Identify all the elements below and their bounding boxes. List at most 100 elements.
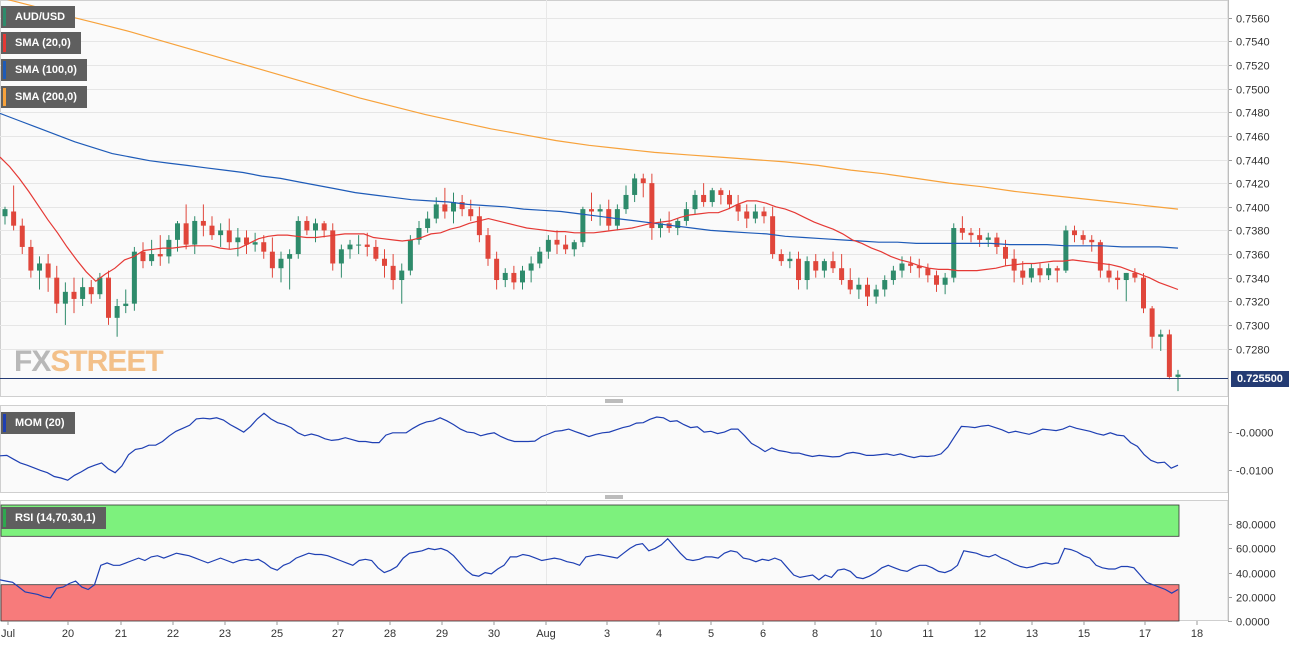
y-tick-label: 0.7280 <box>1236 345 1270 357</box>
candle-body <box>589 209 594 212</box>
candle-body <box>1003 246 1008 259</box>
candle-body <box>640 178 646 184</box>
candle-body <box>175 223 180 240</box>
legend-swatch-sma20 <box>3 34 6 52</box>
candle-body <box>571 242 577 250</box>
x-tick-label: 23 <box>219 628 231 640</box>
x-tick-label: 17 <box>1139 628 1151 640</box>
x-tick-label: 12 <box>974 628 986 640</box>
momentum-line <box>0 412 1179 481</box>
candle-body <box>1141 277 1146 309</box>
rsi-panel <box>0 504 1180 622</box>
candle-body <box>761 211 767 217</box>
candle-body <box>934 275 939 285</box>
candle-body <box>1149 308 1155 337</box>
candle-body <box>796 258 801 281</box>
legend-swatch-sma100 <box>3 61 6 79</box>
candle-body <box>140 251 146 262</box>
legend-sma20[interactable]: SMA (20,0) <box>1 32 81 54</box>
candle-body <box>373 246 379 259</box>
candle-body <box>554 239 560 245</box>
legend-label-audusd: AUD/USD <box>15 11 66 23</box>
candle-body <box>890 270 896 281</box>
candle-body <box>1063 230 1069 271</box>
candle-body <box>899 263 905 271</box>
candle-body <box>916 265 922 269</box>
candle-body <box>278 258 284 269</box>
candle-body <box>19 225 25 247</box>
legend-sma200[interactable]: SMA (200,0) <box>1 86 87 108</box>
candle-body <box>882 280 888 290</box>
candle-body <box>1037 268 1043 276</box>
last-price-tag: 0.725500 <box>1231 370 1289 387</box>
candle-body <box>813 261 819 271</box>
x-tick-label: 8 <box>812 628 818 640</box>
x-tick-label: 27 <box>332 628 344 640</box>
rsi-y-tick-label: 60.0000 <box>1236 544 1276 556</box>
candle-body <box>62 291 68 304</box>
candle-body <box>545 239 551 252</box>
candle-body <box>744 211 750 219</box>
rsi-y-tick-label: 40.0000 <box>1236 569 1276 581</box>
candle-body <box>287 254 293 259</box>
candle-body <box>839 268 845 281</box>
mom-y-tick-label: -0.0000 <box>1236 428 1273 440</box>
x-tick-label: 28 <box>384 628 396 640</box>
legend-sma100[interactable]: SMA (100,0) <box>1 59 87 81</box>
rsi-oversold-zone <box>0 584 1180 622</box>
legend-label-sma20: SMA (20,0) <box>15 37 71 49</box>
sma100-line <box>0 112 1179 249</box>
legend-label-rsi: RSI (14,70,30,1) <box>15 512 96 524</box>
candle-body <box>88 287 94 295</box>
x-tick-label: 18 <box>1191 628 1203 640</box>
candle-body <box>364 244 370 247</box>
y-tick-label: 0.7480 <box>1236 108 1270 120</box>
candle-body <box>778 254 784 262</box>
candle-body <box>218 230 224 236</box>
candle-body <box>1132 272 1138 278</box>
candle-body <box>1097 242 1103 271</box>
x-tick-label: 21 <box>115 628 127 640</box>
candle-body <box>1089 239 1095 243</box>
candle-body <box>269 251 275 269</box>
candle-body <box>390 265 396 281</box>
x-tick-label: 3 <box>604 628 610 640</box>
x-tick-label: 5 <box>708 628 714 640</box>
fxstreet-watermark: FXSTREET <box>14 345 164 378</box>
candle-body <box>476 216 482 236</box>
legend-label-sma200: SMA (200,0) <box>15 91 77 103</box>
candle-body <box>252 242 258 245</box>
legend-rsi[interactable]: RSI (14,70,30,1) <box>1 507 106 529</box>
candle-body <box>727 194 732 205</box>
candle-body <box>951 228 957 278</box>
sma20-line <box>0 156 1179 291</box>
candle-body <box>442 204 448 212</box>
rsi-y-tick-label: 80.0000 <box>1236 520 1276 532</box>
candle-body <box>321 223 327 231</box>
candle-body <box>804 261 810 281</box>
y-tick-label: 0.7460 <box>1236 132 1270 144</box>
x-tick-label: 22 <box>167 628 179 640</box>
candle-body <box>1054 268 1060 271</box>
legend-mom[interactable]: MOM (20) <box>1 412 75 434</box>
candle-body <box>752 211 758 219</box>
legend-label-sma100: SMA (100,0) <box>15 64 77 76</box>
legend-audusd[interactable]: AUD/USD <box>1 6 76 28</box>
candle-body <box>330 230 336 264</box>
candle-body <box>451 202 456 212</box>
candle-body <box>244 237 249 245</box>
candle-body <box>709 190 715 203</box>
candle-body <box>226 230 232 243</box>
candle-body <box>649 183 655 229</box>
candle-body <box>597 209 603 212</box>
legend-label-mom: MOM (20) <box>15 417 65 429</box>
sma200-line <box>7 0 1179 210</box>
x-tick-label: 6 <box>760 628 766 640</box>
candle-body <box>356 244 362 246</box>
candle-body <box>787 258 793 262</box>
candle-body <box>11 211 17 226</box>
candle-body <box>658 223 663 229</box>
candle-body <box>537 251 543 264</box>
candle-body <box>261 242 267 252</box>
y-tick-label: 0.7360 <box>1236 250 1270 262</box>
